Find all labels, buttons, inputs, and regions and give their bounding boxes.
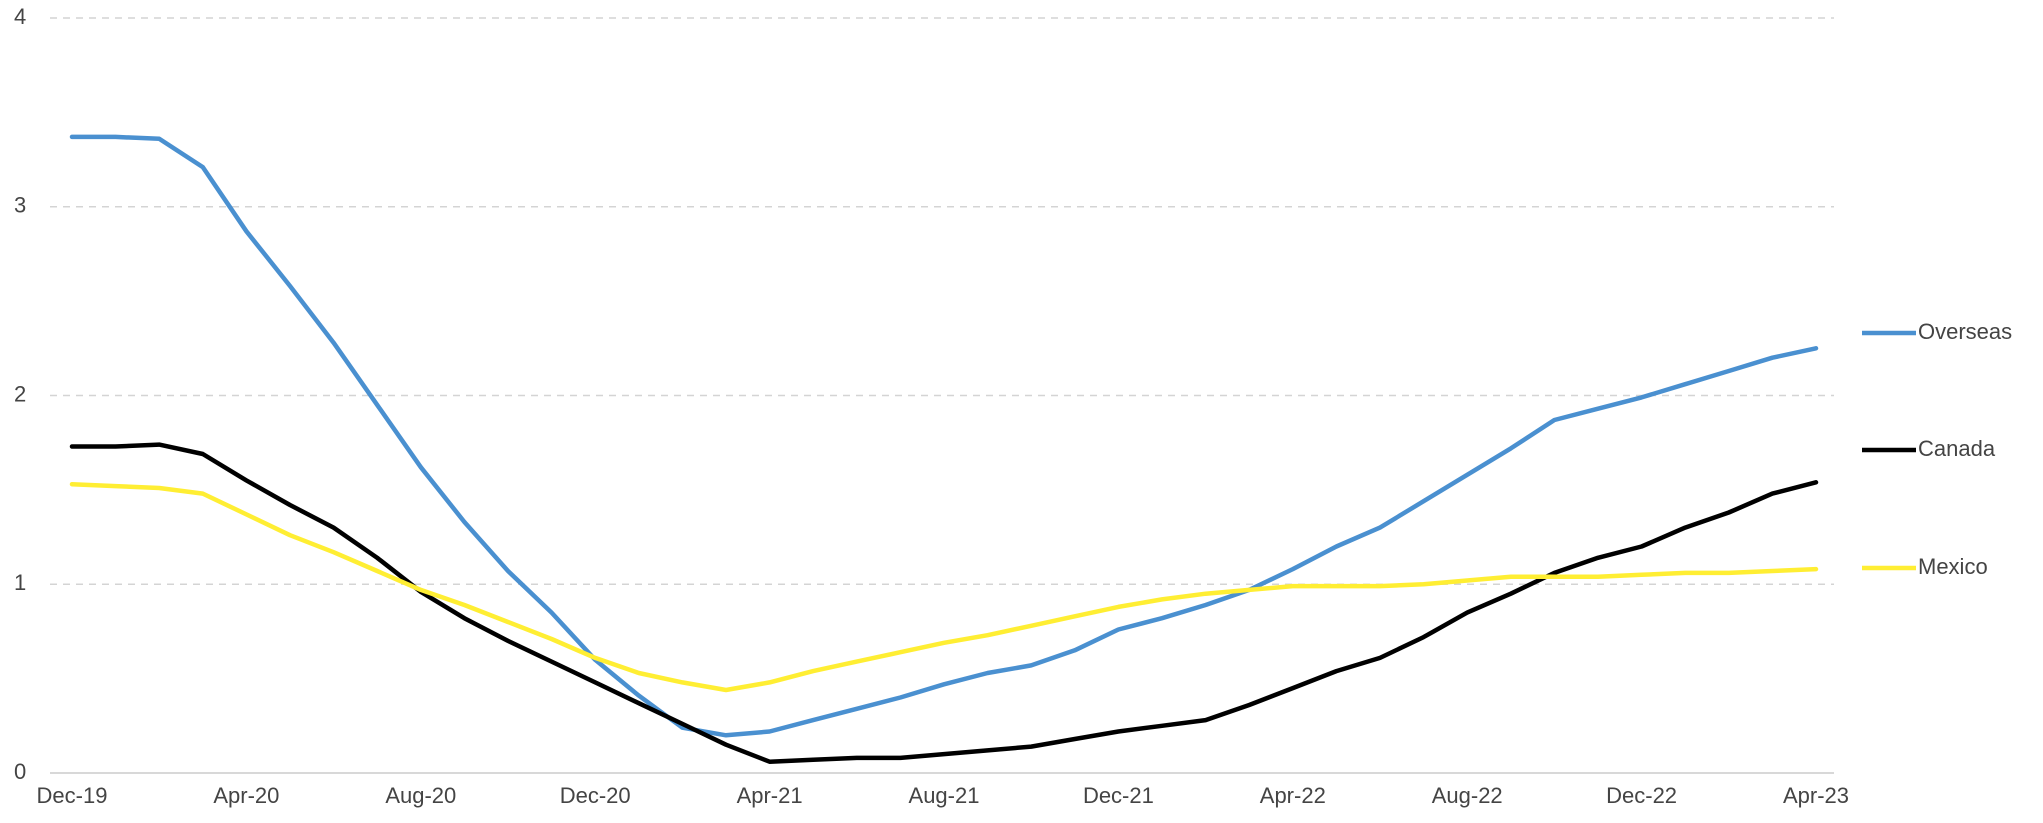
x-tick-label: Apr-21: [737, 783, 803, 808]
x-tick-label: Dec-21: [1083, 783, 1154, 808]
x-tick-label: Aug-22: [1432, 783, 1503, 808]
x-tick-label: Aug-20: [385, 783, 456, 808]
x-tick-label: Aug-21: [909, 783, 980, 808]
y-tick-label: 1: [14, 570, 26, 595]
y-tick-label: 2: [14, 381, 26, 406]
legend-label: Canada: [1918, 436, 1996, 461]
line-series: [69, 442, 1819, 764]
legend-label: Overseas: [1918, 319, 2012, 344]
line-series: [69, 134, 1819, 738]
x-tick-label: Dec-19: [37, 783, 108, 808]
x-tick-label: Apr-22: [1260, 783, 1326, 808]
x-tick-label: Dec-22: [1606, 783, 1677, 808]
y-tick-label: 0: [14, 759, 26, 784]
x-tick-label: Apr-23: [1783, 783, 1849, 808]
x-tick-label: Dec-20: [560, 783, 631, 808]
legend-label: Mexico: [1918, 554, 1988, 579]
x-tick-label: Apr-20: [213, 783, 279, 808]
y-tick-label: 3: [14, 193, 26, 218]
line-series: [69, 481, 1819, 693]
y-tick-label: 4: [14, 4, 26, 29]
